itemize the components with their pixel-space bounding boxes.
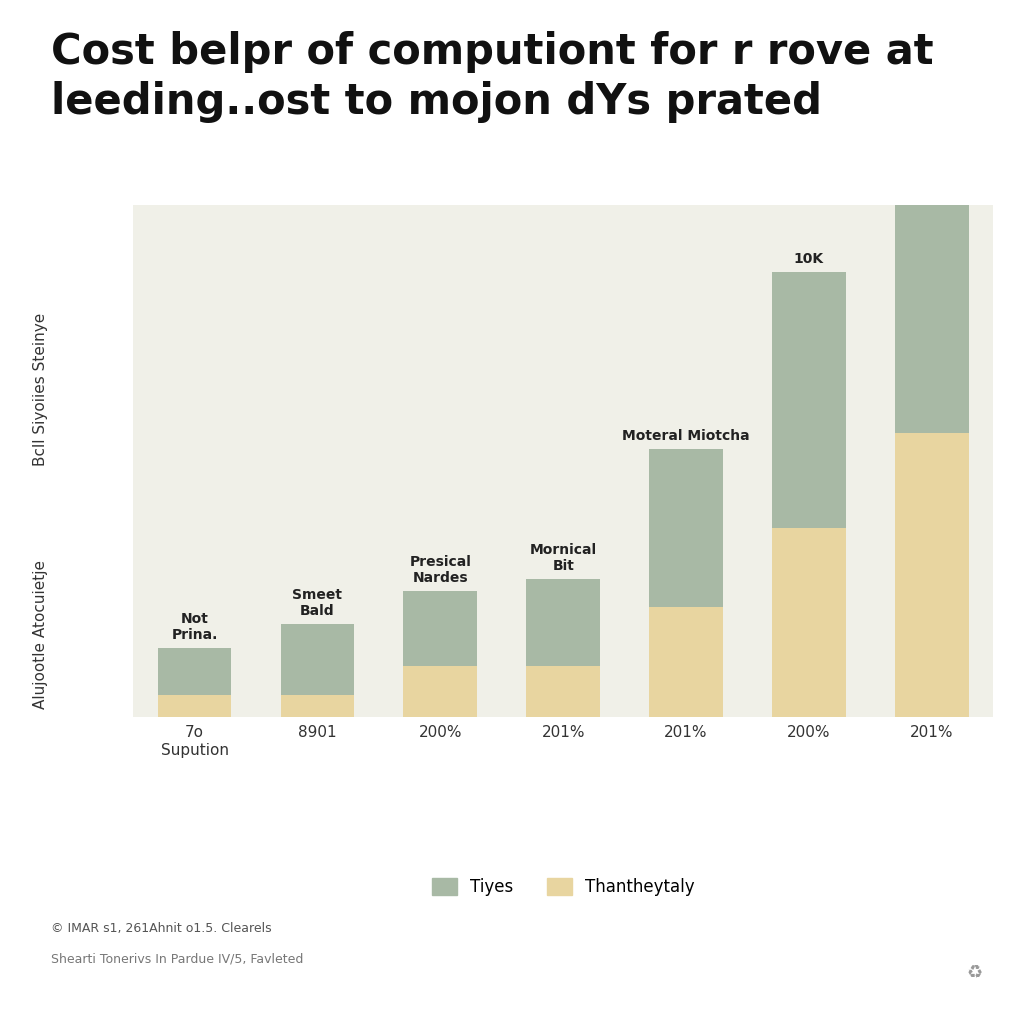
Text: Presical
Nardes: Presical Nardes <box>410 555 471 585</box>
Text: Bcll Siyoiies Steinye: Bcll Siyoiies Steinye <box>34 312 48 466</box>
Bar <box>158 648 231 695</box>
Text: Shearti Tonerivs In Pardue IV/5, Favleted: Shearti Tonerivs In Pardue IV/5, Favlete… <box>51 952 303 966</box>
Bar <box>403 591 477 666</box>
Text: Smeet
Bald: Smeet Bald <box>293 588 342 618</box>
Bar <box>281 695 354 717</box>
Bar <box>281 625 354 695</box>
Bar <box>772 527 846 717</box>
Bar <box>526 579 600 666</box>
Text: © IMAR s1, 261Ahnit o1.5. Clearels: © IMAR s1, 261Ahnit o1.5. Clearels <box>51 922 271 935</box>
Legend: Tiyes, Thantheytaly: Tiyes, Thantheytaly <box>425 871 701 903</box>
Bar <box>526 666 600 717</box>
Bar <box>649 449 723 606</box>
Text: Not
Prina.: Not Prina. <box>171 611 218 642</box>
Text: ♻: ♻ <box>967 965 983 983</box>
Text: Cost belpr of computiont for r rove at
leeding..ost to mojon dYs prated: Cost belpr of computiont for r rove at l… <box>51 31 934 123</box>
Text: Mornical
Bit: Mornical Bit <box>529 543 597 573</box>
Bar <box>158 695 231 717</box>
Bar <box>649 606 723 717</box>
Bar <box>403 666 477 717</box>
Text: Moteral Miotcha: Moteral Miotcha <box>623 429 750 443</box>
Bar <box>772 271 846 527</box>
Bar <box>895 433 969 717</box>
Bar <box>895 0 969 433</box>
Text: Alujootle Atocuietje: Alujootle Atocuietje <box>34 560 48 710</box>
Text: 10K: 10K <box>794 252 824 266</box>
